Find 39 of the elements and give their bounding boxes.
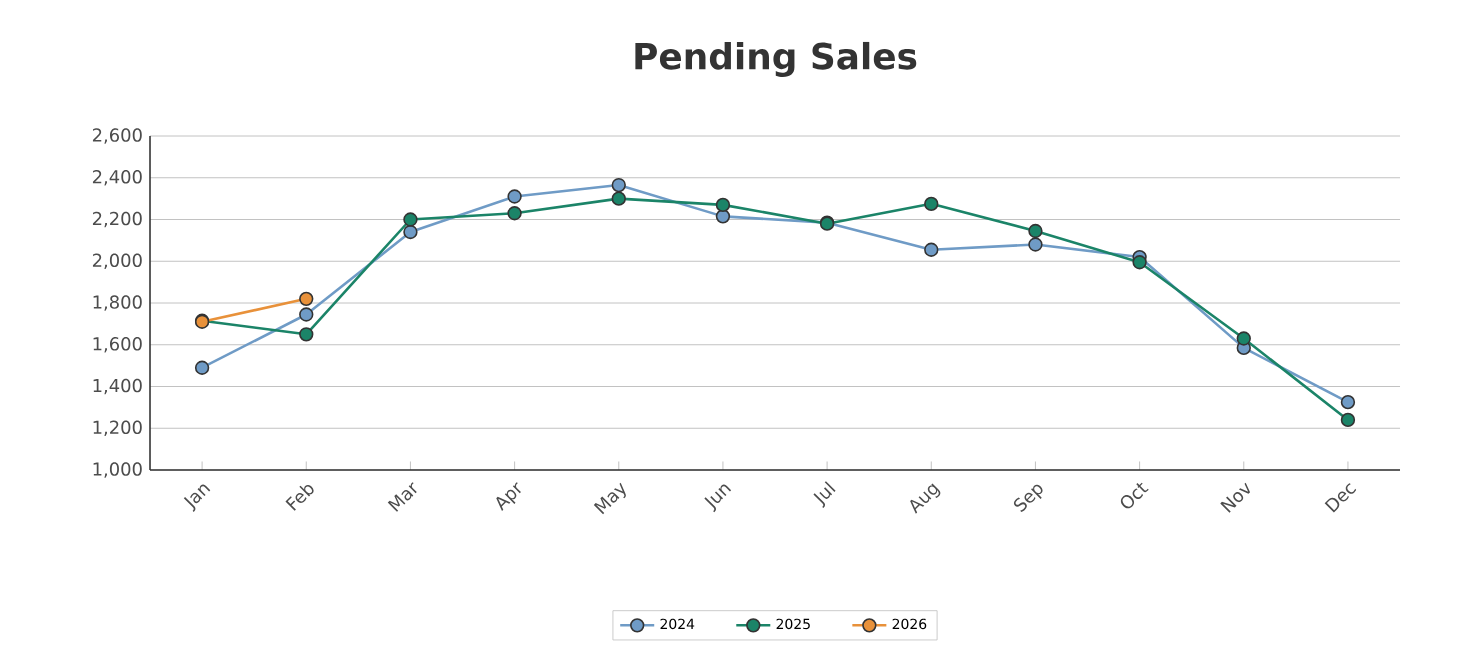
y-tick-label: 2,600	[92, 128, 142, 144]
y-tick-label: 1,800	[93, 295, 142, 311]
x-tick-label: Nov	[1220, 482, 1251, 513]
x-tick-label: Mar	[387, 482, 417, 512]
x-tick-label: Feb	[285, 484, 314, 511]
y-tick-label: 1,000	[93, 462, 142, 478]
y-tick-label: 2,200	[92, 211, 142, 228]
point	[611, 177, 626, 193]
chart-title: Pending Sales	[635, 41, 917, 77]
y-tick-label: 1,200	[93, 420, 142, 436]
point	[403, 224, 418, 240]
x-tick-label: Jul	[813, 481, 836, 509]
y-tick-label: 2,400	[92, 170, 142, 186]
point	[1028, 237, 1043, 252]
x-tick-label: Sep	[1013, 484, 1043, 512]
x-tick-label: Dec	[1324, 483, 1357, 513]
point	[194, 360, 210, 375]
point	[507, 189, 522, 204]
point	[924, 196, 939, 212]
point	[611, 191, 626, 206]
point	[403, 212, 418, 227]
point	[1340, 412, 1356, 428]
y-tick-label: 1,600	[93, 337, 142, 353]
point	[715, 197, 731, 213]
y-tick-label: 1,400	[93, 378, 142, 395]
y-tick-label: 2,000	[92, 253, 142, 269]
x-tick-label: Jun	[704, 484, 732, 513]
point	[1340, 394, 1356, 410]
point	[924, 242, 939, 257]
point	[299, 307, 314, 322]
x-tick-label: Oct	[1120, 482, 1149, 509]
point	[507, 206, 522, 221]
point	[1236, 331, 1251, 346]
point	[1028, 223, 1043, 239]
point	[299, 327, 314, 342]
x-tick-label: Apr	[496, 482, 521, 512]
point	[1132, 255, 1147, 270]
x-tick-label: Jan	[183, 484, 211, 512]
point	[299, 291, 314, 306]
